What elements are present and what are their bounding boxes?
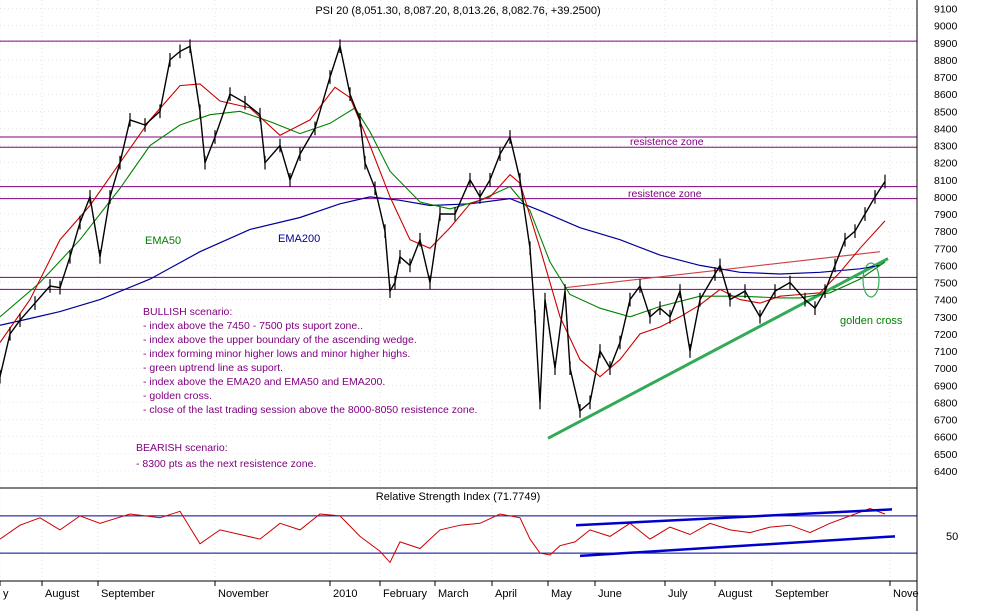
price-tick-label: 6900 [934, 380, 958, 392]
x-tick-label: September [101, 588, 155, 600]
x-tick-label: November [218, 588, 269, 600]
price-panel: 6400 6500 6600 6700 6800 6900 7000 7100 7200 7300… [0, 0, 958, 581]
price-tick-label: 7000 [934, 363, 958, 375]
price-tick-label: 7800 [934, 226, 958, 238]
rsi-lower-trendline [579, 535, 896, 558]
price-tick-label: 8000 [934, 192, 958, 204]
bullish-item: - index forming minor higher lows and mi… [143, 348, 410, 360]
price-series-group [0, 39, 886, 418]
price-tick-label: 8100 [934, 175, 958, 187]
series-line-ema200 [0, 196, 881, 326]
price-tick-label: 7200 [934, 329, 958, 341]
series-line-psi-20 [0, 43, 886, 413]
x-tick-label: May [551, 588, 572, 600]
series-line-ema50 [0, 107, 886, 318]
price-tick-label: 7500 [934, 278, 958, 290]
price-tick-label: 7300 [934, 312, 958, 324]
price-chart-title: PSI 20 (8,051.30, 8,087.20, 8,013.26, 8,… [315, 5, 600, 17]
price-tick-label: 6700 [934, 415, 958, 427]
resistance-zone-label-upper: resistence zone [630, 136, 704, 148]
price-tick-label: 8600 [934, 89, 958, 101]
bullish-item: - index above the 7450 - 7500 pts suport… [143, 320, 363, 332]
bearish-title: BEARISH scenario: [136, 442, 228, 454]
x-tick-label: April [495, 588, 517, 600]
rsi-chart-title: Relative Strength Index (71.7749) [376, 491, 541, 503]
ema200-label: EMA200 [278, 233, 320, 245]
x-tick-label: July [668, 588, 688, 600]
price-tick-label: 8400 [934, 123, 958, 135]
price-tick-label: 9000 [934, 21, 958, 33]
x-tick-label: Nove [893, 588, 919, 600]
resistance-zone-label-lower: resistence zone [628, 188, 702, 200]
bullish-item: - golden cross. [143, 390, 212, 402]
bullish-title: BULLISH scenario: [143, 306, 232, 318]
scenario-notes: BULLISH scenario: - index above the 7450… [136, 306, 477, 470]
price-tick-label: 8700 [934, 72, 958, 84]
rsi-panel: Relative Strength Index (71.7749) 50 [0, 491, 958, 564]
ema50-label: EMA50 [145, 235, 181, 247]
rsi-series-group [0, 507, 886, 564]
price-tick-label: 6800 [934, 397, 958, 409]
price-tick-label: 6500 [934, 449, 958, 461]
bullish-item: - close of the last trading session abov… [143, 404, 477, 416]
price-tick-label: 9100 [934, 4, 958, 16]
bullish-item: - index above the upper boundary of the … [143, 334, 417, 346]
x-tick-label: August [45, 588, 79, 600]
price-tick-label: 6400 [934, 466, 958, 478]
x-tick-label: 2010 [333, 588, 357, 600]
rsi-trend-lines [575, 508, 896, 558]
price-tick-label: 8200 [934, 158, 958, 170]
x-tick-label: September [775, 588, 829, 600]
resistance-support-levels [0, 40, 917, 290]
rsi-upper-trendline [575, 508, 893, 527]
golden-cross-marker [862, 262, 880, 298]
price-tick-label: 8500 [934, 106, 958, 118]
price-tick-label: 7900 [934, 209, 958, 221]
x-tick-label: y [3, 588, 9, 600]
price-tick-label: 8300 [934, 141, 958, 153]
bearish-item: - 8300 pts as the next resistence zone. [136, 458, 316, 470]
x-tick-label: March [438, 588, 469, 600]
rsi-tick-label: 50 [946, 531, 958, 543]
price-tick-label: 7100 [934, 346, 958, 358]
series-line-ema20 [0, 83, 886, 378]
price-tick-label: 7600 [934, 260, 958, 272]
price-grid [0, 0, 917, 581]
price-tick-label: 8900 [934, 38, 958, 50]
x-tick-label: February [383, 588, 428, 600]
x-tick-label: June [598, 588, 622, 600]
price-tick-label: 8800 [934, 55, 958, 67]
golden-cross-label: golden cross [840, 315, 903, 327]
bullish-item: - green uptrend line as suport. [143, 362, 283, 374]
rsi-line [0, 507, 886, 564]
chart-frame [0, 0, 918, 611]
price-y-axis: 6400 6500 6600 6700 6800 6900 7000 7100 7200 7300… [934, 4, 958, 478]
price-tick-label: 7700 [934, 243, 958, 255]
price-tick-label: 7400 [934, 295, 958, 307]
x-tick-label: August [718, 588, 752, 600]
x-axis: y August September November 2010 February Marc… [0, 581, 919, 600]
price-tick-label: 6600 [934, 432, 958, 444]
green-uptrend-line [547, 257, 889, 440]
bullish-item: - index above the EMA20 and EMA50 and EM… [143, 376, 385, 388]
